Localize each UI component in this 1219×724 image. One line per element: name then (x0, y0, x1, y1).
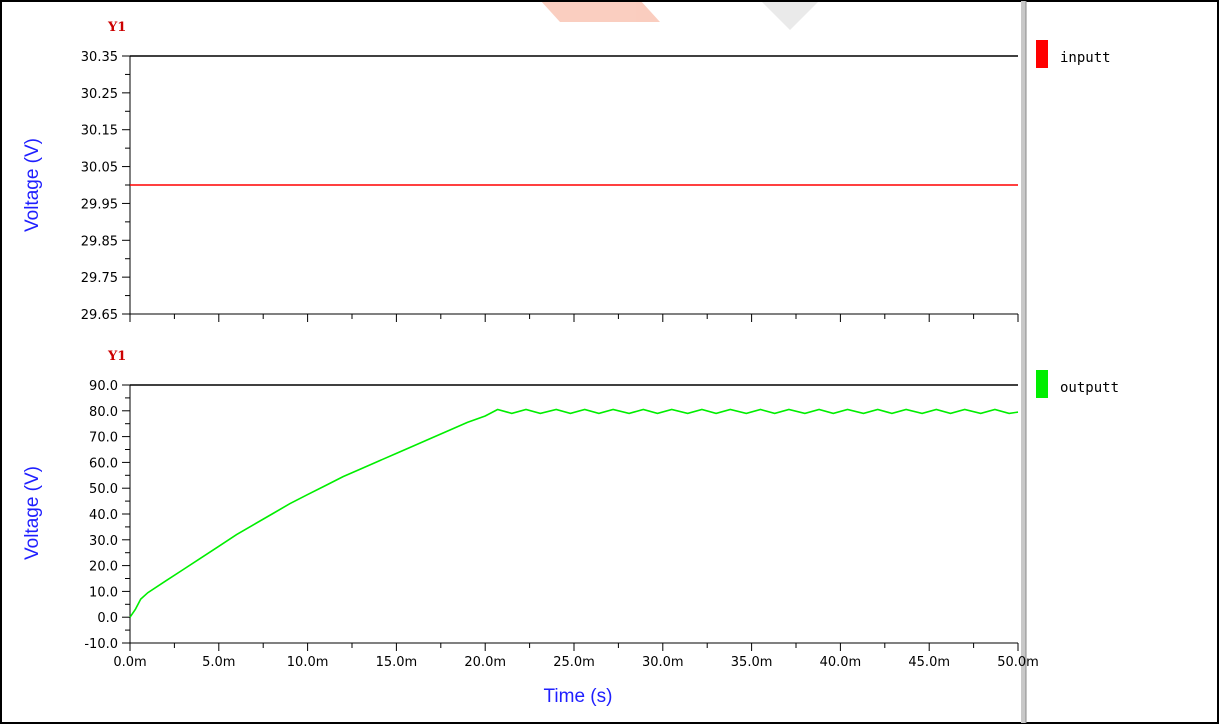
x-tick-label: 45.0m (908, 655, 950, 670)
bottom-y-tick-label: 20.0 (89, 560, 118, 575)
legend-swatch-inputt (1036, 40, 1048, 68)
bottom-y-axis-title: Voltage (V) (22, 466, 43, 560)
legend-entry-inputt[interactable]: inputt (1036, 40, 1111, 68)
series-line-outputt (129, 408, 1019, 618)
bottom-y1-tag: Y1 (107, 349, 126, 364)
top-y-axis-title: Voltage (V) (22, 138, 43, 232)
x-tick-label: 30.0m (642, 655, 684, 670)
bottom-y-tick-label: 40.0 (89, 508, 118, 523)
x-tick-label: 50.0m (997, 655, 1039, 670)
watermark (540, 0, 820, 30)
x-axis-title: Time (s) (544, 686, 613, 707)
bottom-y-tick-label: -10.0 (84, 637, 118, 652)
x-tick-label: 0.0m (113, 655, 146, 670)
bottom-y-ticks: 90.0 80.0 70.0 60.0 50.0 40.0 30.0 20.0 10.0 0.0 -… (84, 379, 130, 652)
top-y-tick-label: 30.05 (81, 161, 118, 176)
x-tick-label: 40.0m (820, 655, 862, 670)
legend-swatch-outputt (1036, 370, 1048, 398)
bottom-y-tick-label: 10.0 (89, 585, 118, 600)
top-y-tick-label: 29.95 (81, 197, 118, 212)
top-x-ticks (129, 314, 1019, 322)
bottom-y-tick-label: 60.0 (89, 456, 118, 471)
top-y-ticks: 30.35 30.25 30.15 30.05 29.95 29.85 29.75 29.65 (81, 50, 130, 323)
top-y-tick-label: 29.85 (81, 234, 118, 249)
legend-label-inputt: inputt (1060, 50, 1111, 66)
bottom-y-tick-label: 70.0 (89, 431, 118, 446)
top-y-tick-label: 30.25 (81, 87, 118, 102)
legend-divider[interactable] (1021, 1, 1026, 723)
x-tick-label: 15.0m (376, 655, 418, 670)
bottom-y-tick-label: 30.0 (89, 534, 118, 549)
legend-label-outputt: outputt (1060, 380, 1119, 396)
top-y-tick-label: 30.15 (81, 124, 118, 139)
watermark-shape (540, 0, 660, 22)
top-y1-tag: Y1 (107, 20, 126, 35)
top-y-tick-label: 29.75 (81, 271, 118, 286)
bottom-y-tick-label: 80.0 (89, 405, 118, 420)
watermark-shape-2 (760, 0, 820, 30)
top-y-tick-label: 29.65 (81, 308, 118, 323)
bottom-y-tick-label: 0.0 (97, 611, 118, 626)
top-y-tick-label: 30.35 (81, 50, 118, 65)
bottom-y-tick-label: 50.0 (89, 482, 118, 497)
x-tick-label: 10.0m (287, 655, 329, 670)
bottom-plot-panel[interactable]: Y1 Voltage (V) 90.0 80.0 70.0 60.0 50.0 40.0 3… (22, 349, 1119, 707)
bottom-y-tick-label: 90.0 (89, 379, 118, 394)
x-tick-label: 5.0m (202, 655, 235, 670)
bottom-x-ticks: 0.0m 5.0m 10.0m 15.0m 20.0m 25.0m 30.0m 35.0m 40… (113, 643, 1039, 670)
legend-entry-outputt[interactable]: outputt (1036, 370, 1119, 398)
top-plot-panel[interactable]: Y1 Voltage (V) 30.35 30.25 30.15 30.05 29.95… (22, 20, 1111, 323)
x-tick-label: 20.0m (464, 655, 506, 670)
bottom-series-layer (129, 408, 1019, 618)
x-tick-label: 25.0m (553, 655, 595, 670)
x-tick-label: 35.0m (731, 655, 773, 670)
